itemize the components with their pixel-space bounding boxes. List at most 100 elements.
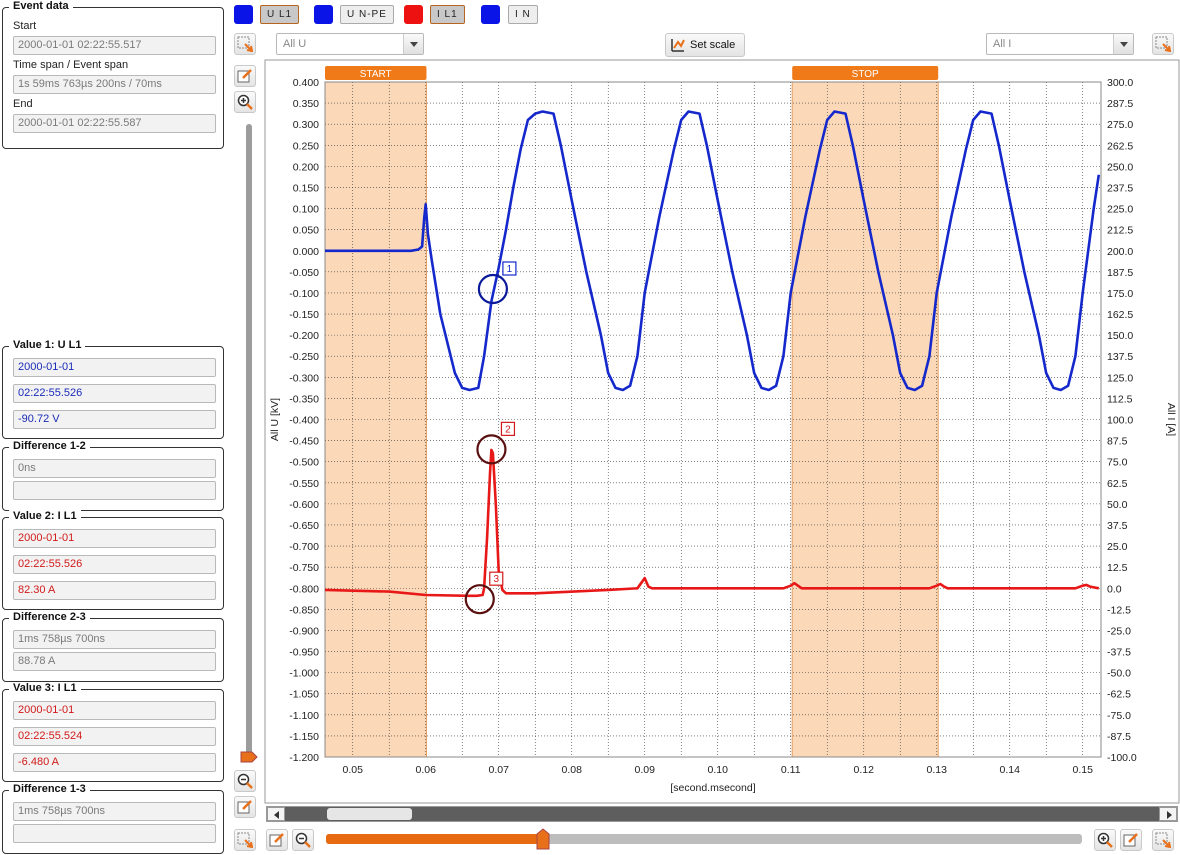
value1-time-field[interactable]: 02:22:55.526 <box>13 384 216 403</box>
export-bottom-right-icon[interactable] <box>1152 829 1174 851</box>
x-tick-label: 0.10 <box>708 764 729 776</box>
scroll-right-icon[interactable] <box>1159 807 1177 821</box>
diff12-title: Difference 1-2 <box>9 440 90 452</box>
legend-chip-in[interactable]: I N <box>508 5 538 24</box>
value2-value-field[interactable]: 82.30 A <box>13 581 216 600</box>
waveform-chart[interactable]: START STOP 0.400 0.350 0.300 0.250 0.200 0.150 0… <box>264 59 1180 804</box>
horizontal-slider-thumb[interactable] <box>536 828 550 850</box>
legend-swatch-ul1[interactable] <box>234 5 253 24</box>
y-left-tick-label: -0.550 <box>289 478 319 490</box>
edit-scale-bottom-right-icon[interactable] <box>1120 829 1142 851</box>
y-right-tick-label: 112.5 <box>1107 393 1133 405</box>
x-tick-label: 0.09 <box>635 764 656 776</box>
y-left-tick-label: -0.950 <box>289 647 319 659</box>
y-left-tick-label: 0.200 <box>293 161 319 173</box>
horizontal-zoom-slider[interactable] <box>326 834 1082 844</box>
x-tick-label: 0.11 <box>781 764 801 776</box>
value2-group: Value 2: I L1 2000-01-01 02:22:55.526 82… <box>2 510 224 610</box>
y-right-tick-label: 237.5 <box>1107 182 1133 194</box>
y-right-tick-label: 150.0 <box>1107 330 1133 342</box>
y-right-tick-label: 225.0 <box>1107 204 1133 216</box>
y-right-tick-label: 262.5 <box>1107 140 1133 152</box>
y-right-tick-label: 100.0 <box>1107 415 1133 427</box>
legend-swatch-unpe[interactable] <box>314 5 333 24</box>
y-right-tick-label: 137.5 <box>1107 351 1133 363</box>
right-axis-select[interactable]: All I <box>986 33 1134 55</box>
diff13-group: Difference 1-3 1ms 758µs 700ns <box>2 783 224 854</box>
value1-date-field[interactable]: 2000-01-01 <box>13 358 216 377</box>
value1-value-field[interactable]: -90.72 V <box>13 410 216 429</box>
marker-circle-1 <box>477 273 509 305</box>
y-left-tick-label: -0.600 <box>289 499 319 511</box>
diff12-value-field[interactable] <box>13 481 216 500</box>
zoom-in-vertical-icon[interactable] <box>234 91 256 113</box>
edit-scale-bottom-h-icon[interactable] <box>266 829 288 851</box>
y-right-tick-label: 0.0 <box>1107 583 1122 595</box>
y-left-tick-label: -0.400 <box>289 415 319 427</box>
diff23-title: Difference 2-3 <box>9 611 90 623</box>
value3-time-field[interactable]: 02:22:55.524 <box>13 727 216 746</box>
zoom-out-horizontal-icon[interactable] <box>292 829 314 851</box>
y-right-tick-label: -25.0 <box>1107 625 1131 637</box>
value2-time-field[interactable]: 02:22:55.526 <box>13 555 216 574</box>
zoom-out-vertical-icon[interactable] <box>234 770 256 792</box>
legend-swatch-in[interactable] <box>481 5 500 24</box>
span-field[interactable]: 1s 59ms 763µs 200ns / 70ms <box>13 75 216 94</box>
end-label: End <box>13 98 33 110</box>
y-left-tick-label: -0.900 <box>289 625 319 637</box>
export-left-icon[interactable] <box>234 33 256 55</box>
x-tick-label: 0.08 <box>562 764 583 776</box>
event-data-title: Event data <box>9 0 73 12</box>
plot-area <box>324 81 1102 758</box>
series-line-i-l1 <box>324 448 1100 598</box>
scroll-left-icon[interactable] <box>267 807 285 821</box>
horizontal-scrollbar[interactable] <box>266 806 1178 822</box>
diff23-time-field[interactable]: 1ms 758µs 700ns <box>13 630 216 649</box>
y-left-tick-label: -1.000 <box>289 668 319 680</box>
y-right-tick-label: 162.5 <box>1107 309 1133 321</box>
legend-chip-ul1[interactable]: U L1 <box>260 5 300 24</box>
export-right-icon[interactable] <box>1152 33 1174 55</box>
series-line-u-l1 <box>325 110 1101 392</box>
value3-title: Value 3: I L1 <box>9 682 81 694</box>
value3-value-field[interactable]: -6.480 A <box>13 753 216 772</box>
end-field[interactable]: 2000-01-01 02:22:55.587 <box>13 114 216 133</box>
y-left-tick-label: 0.150 <box>293 182 319 194</box>
edit-scale-bottom-icon[interactable] <box>234 796 256 818</box>
legend-chip-il1[interactable]: I L1 <box>430 5 465 24</box>
band-label-start: START <box>360 69 392 80</box>
y-right-tick-label: 175.0 <box>1107 288 1133 300</box>
zoom-in-horizontal-icon[interactable] <box>1094 829 1116 851</box>
diff13-value-field[interactable] <box>13 824 216 843</box>
legend-swatch-il1[interactable] <box>404 5 423 24</box>
marker-label-2: 2 <box>505 424 511 435</box>
y-right-tick-label: 125.0 <box>1107 372 1133 384</box>
diff13-title: Difference 1-3 <box>9 783 90 795</box>
y-right-tick-label: -87.5 <box>1107 731 1131 743</box>
y-right-tick-label: 212.5 <box>1107 225 1133 237</box>
y-right-tick-label: 275.0 <box>1107 119 1133 131</box>
band-label-stop: STOP <box>852 69 879 80</box>
export-bottom-left-icon[interactable] <box>234 829 256 851</box>
y-right-tick-label: 187.5 <box>1107 267 1133 279</box>
legend-chip-unpe[interactable]: U N-PE <box>340 5 394 24</box>
chevron-down-icon <box>403 34 423 54</box>
vertical-slider-thumb[interactable] <box>240 751 258 763</box>
value2-date-field[interactable]: 2000-01-01 <box>13 529 216 548</box>
y-left-tick-label: -0.300 <box>289 372 319 384</box>
y-left-tick-label: 0.250 <box>293 140 319 152</box>
x-tick-label: 0.12 <box>854 764 875 776</box>
scale-icon <box>671 39 685 52</box>
set-scale-button[interactable]: Set scale <box>665 33 745 57</box>
x-tick-label: 0.06 <box>416 764 437 776</box>
vertical-zoom-slider[interactable] <box>246 124 252 760</box>
diff13-time-field[interactable]: 1ms 758µs 700ns <box>13 802 216 821</box>
value3-date-field[interactable]: 2000-01-01 <box>13 701 216 720</box>
diff12-time-field[interactable]: 0ns <box>13 459 216 478</box>
edit-scale-top-icon[interactable] <box>234 65 256 87</box>
start-field[interactable]: 2000-01-01 02:22:55.517 <box>13 36 216 55</box>
left-axis-select[interactable]: All U <box>276 33 424 55</box>
diff23-value-field[interactable]: 88.78 A <box>13 652 216 671</box>
scroll-thumb[interactable] <box>327 808 412 820</box>
marker-box-3 <box>489 571 504 586</box>
